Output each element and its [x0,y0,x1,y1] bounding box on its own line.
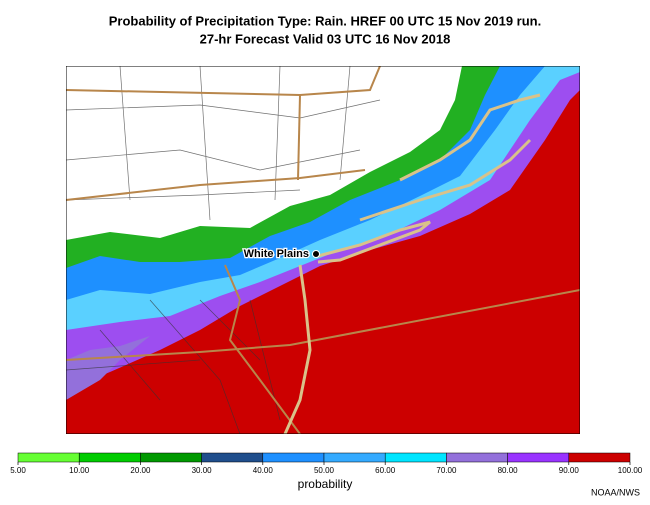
colorbar-segment [201,452,264,463]
colorbar-tick-label: 20.00 [130,466,151,475]
colorbar-segment [384,452,447,463]
colorbar-tick-label: 40.00 [253,466,274,475]
place-marker [312,250,320,258]
colorbar-tick-label: 60.00 [375,466,396,475]
colorbar-label: probability [298,477,353,491]
coastline [283,93,541,434]
map: White Plains [66,66,580,434]
colorbar-tick-label: 10.00 [69,466,90,475]
colorbar-segment [446,452,508,463]
colorbar-segment [507,452,570,463]
colorbar-segment [17,452,80,463]
colorbar-tick-label: 80.00 [498,466,519,475]
colorbar-tick-label: 70.00 [436,466,457,475]
county-lines [66,66,381,434]
colorbar-segment [262,452,325,463]
colorbar-tick-label: 100.00 [618,466,643,475]
credit: NOAA/NWS [591,487,640,497]
title-line: 27-hr Forecast Valid 03 UTC 16 Nov 2018 [200,31,451,46]
colorbar-tick-label: 90.00 [559,466,580,475]
red-region [66,90,580,434]
colorbar-segment [78,452,141,463]
purple-patch [66,336,150,400]
title-line: Probability of Precipitation Type: Rain.… [109,13,541,28]
colorbar-segment [323,452,386,463]
state-lines [66,66,580,434]
place-label: White Plains [244,248,309,260]
colorbar-tick-label: 50.00 [314,466,335,475]
colorbar-tick-label: 5.00 [10,466,26,475]
colorbar-segment [140,452,202,463]
colorbar-segment [568,452,631,463]
colorbar: 5.00 10.00 20.00 30.00 40.00 50.00 60.00 70.00 8… [10,452,643,475]
colorbar-tick-label: 30.00 [192,466,213,475]
